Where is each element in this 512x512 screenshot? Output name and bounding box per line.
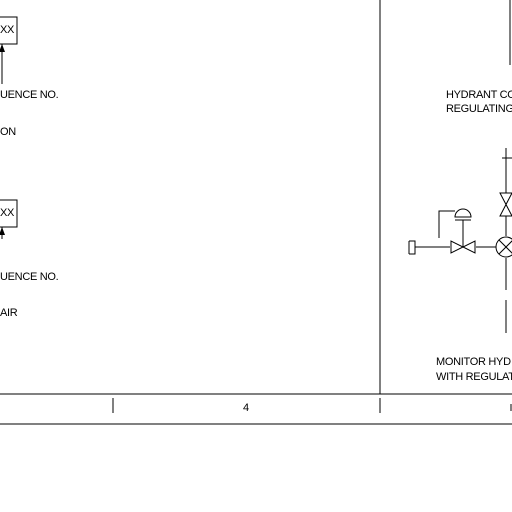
monitor-valve-icon: [495, 236, 512, 258]
monitor-title-line1: MONITOR HYD: [436, 356, 511, 368]
hydrant-title-line2: REGULATING: [446, 103, 512, 115]
left-fragment-1: ON: [0, 126, 16, 138]
sequence-label-1: UENCE NO.: [0, 89, 59, 101]
sequence-label-2: UENCE NO.: [0, 271, 59, 283]
monitor-hydrant-schematic: [409, 148, 512, 333]
monitor-title-line2: WITH REGULAT: [436, 371, 512, 383]
tag-box-2-text: XX: [0, 207, 15, 219]
control-valve-icon: [450, 240, 476, 254]
left-fragment-2: AIR: [0, 307, 18, 319]
diaphragm-actuator-icon: [454, 208, 472, 221]
leader-arrow-1-icon: [0, 44, 5, 52]
hydrant-title-line1: HYDRANT CO: [446, 89, 512, 101]
tag-box-1-text: XX: [0, 24, 15, 36]
title-block-frame: [0, 393, 512, 425]
leader-arrow-2-icon: [0, 227, 5, 235]
gate-valve-icon: [499, 188, 512, 236]
footer-column-number: 4: [243, 402, 249, 414]
